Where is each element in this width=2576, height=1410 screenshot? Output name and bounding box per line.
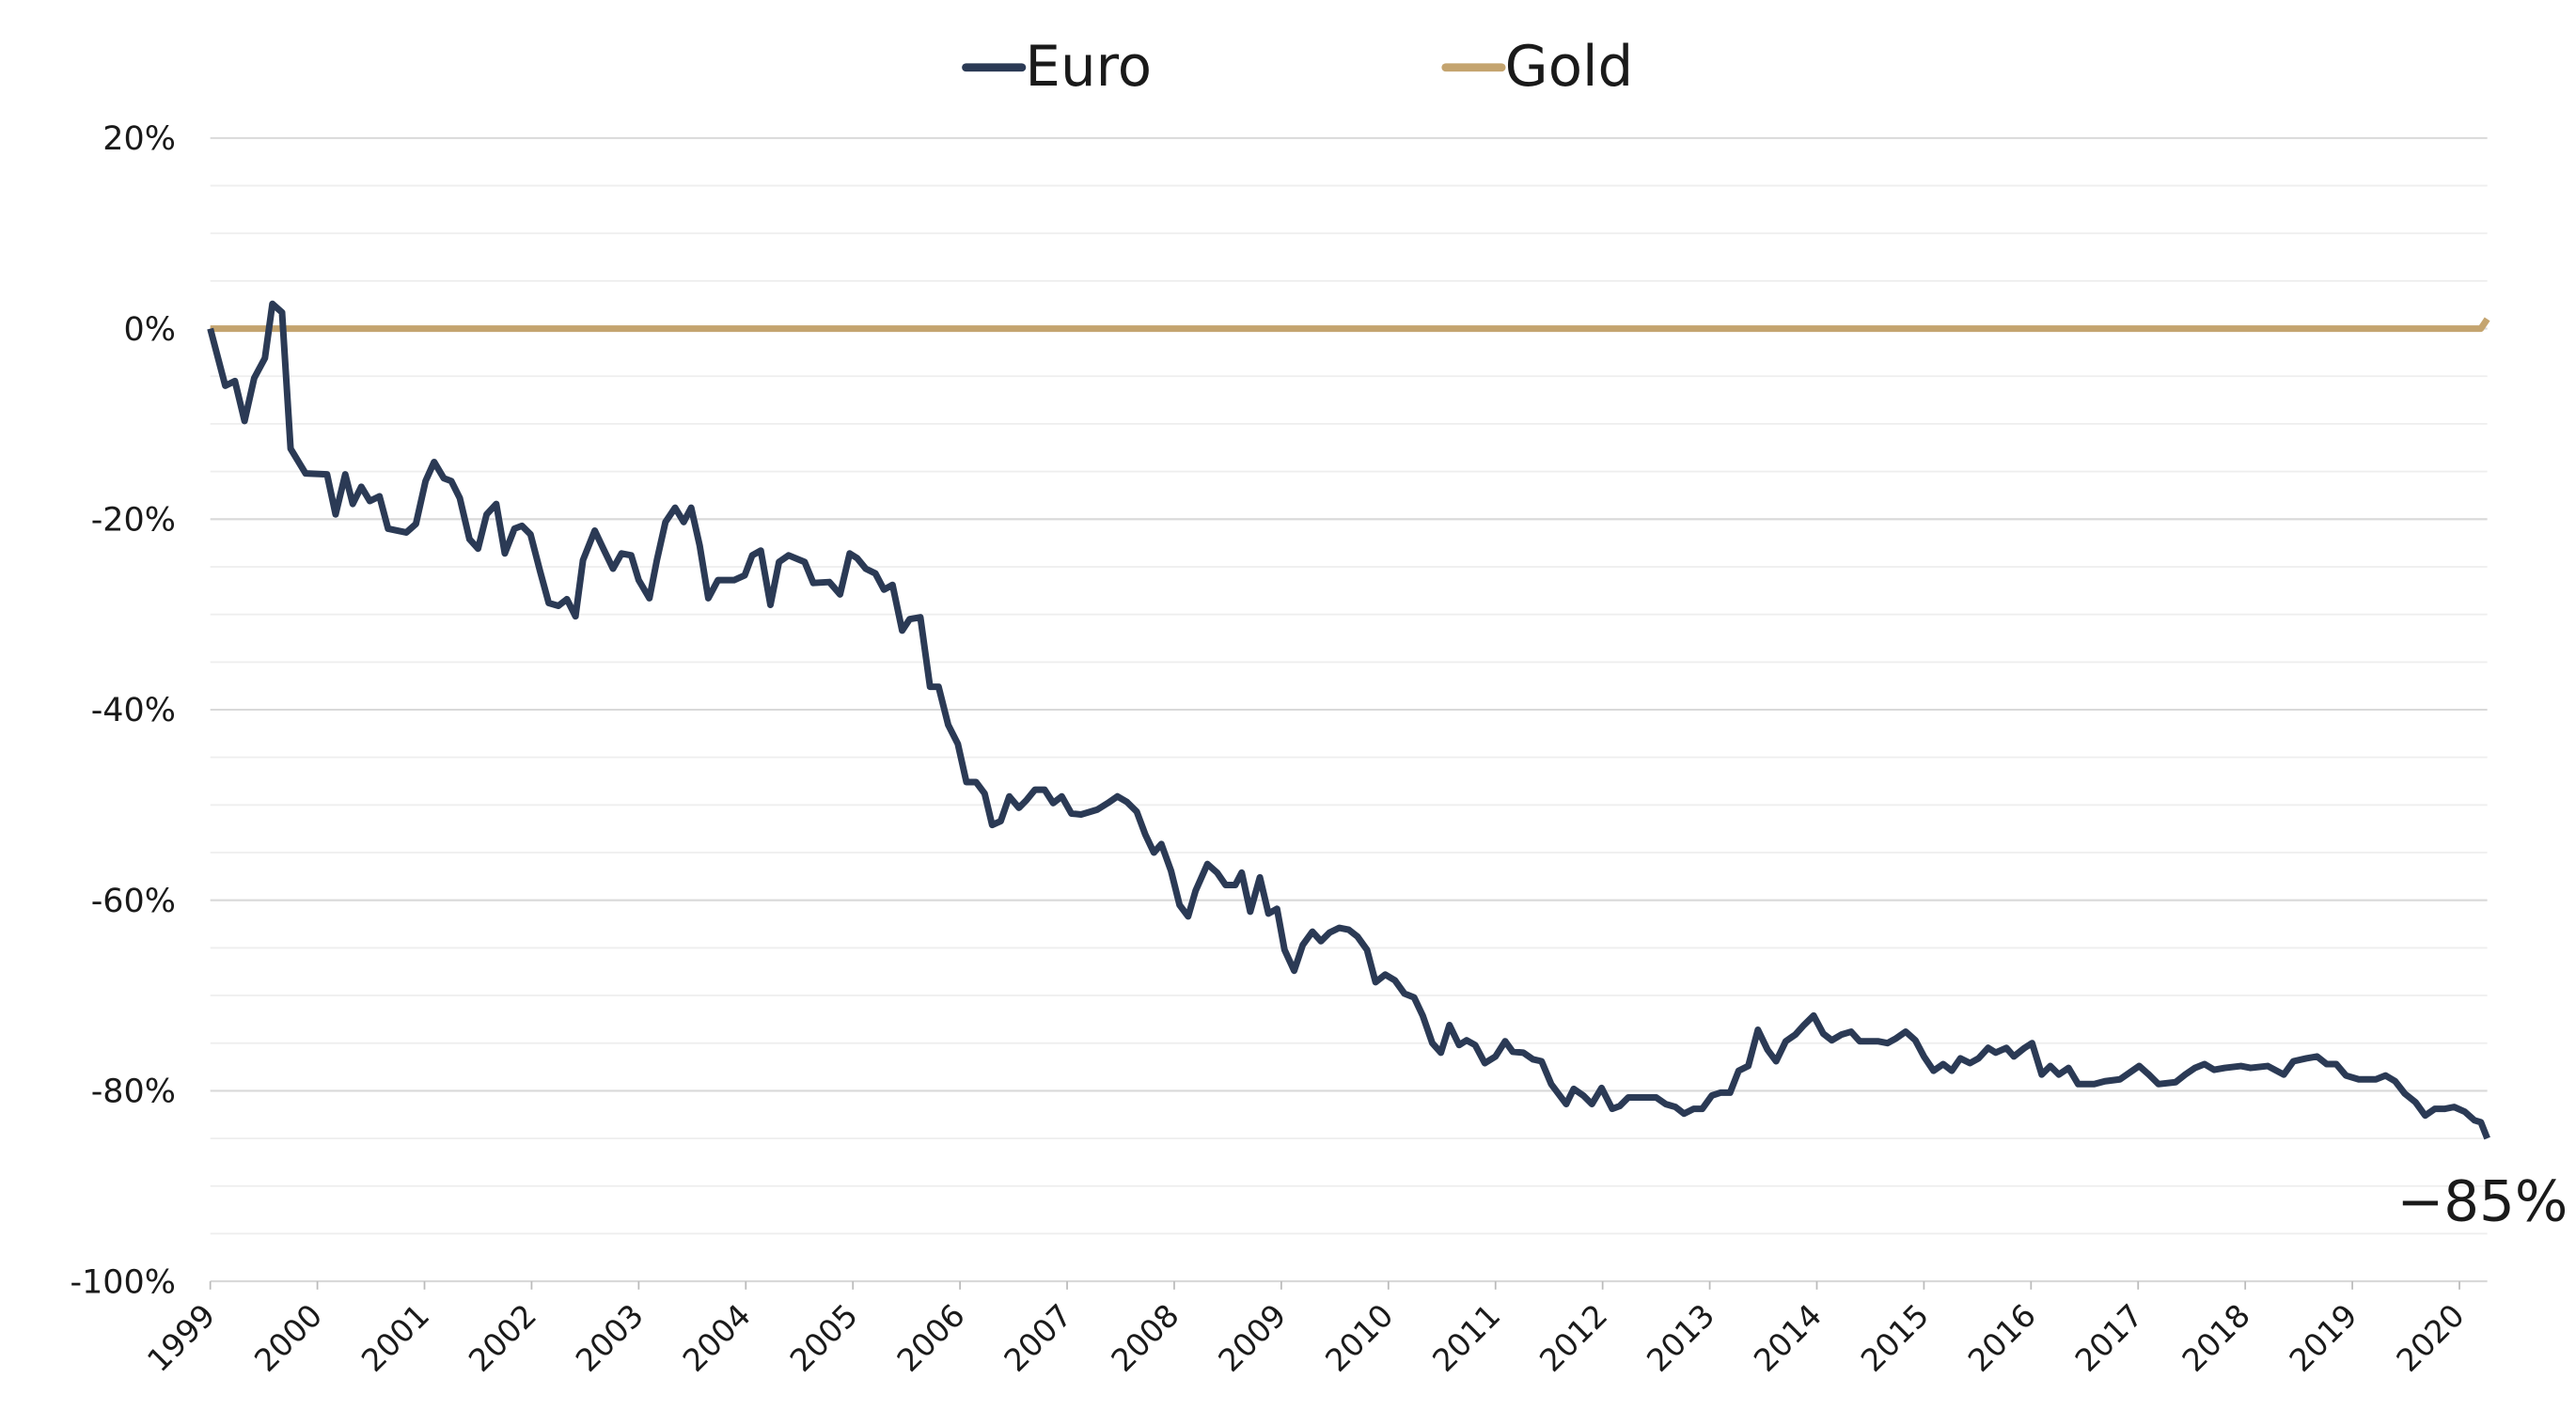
end-annotation: −85% [2396,1169,2568,1234]
x-tick-label: 2004 [676,1297,758,1379]
x-tick-label: 2005 [783,1297,865,1379]
x-tick-label: 2002 [462,1297,543,1379]
x-tick-label: 2008 [1104,1297,1186,1379]
x-tick-label: 2011 [1425,1297,1507,1379]
legend-label: Euro [1025,35,1152,100]
x-tick-label: 2012 [1532,1297,1614,1379]
x-tick-label: 2016 [1961,1297,2043,1379]
x-tick-label: 2007 [997,1297,1078,1379]
y-tick-label: -80% [91,1073,176,1111]
y-tick-label: 0% [124,311,176,349]
x-tick-label: 2001 [354,1297,436,1379]
x-tick-label: 2009 [1211,1297,1293,1379]
y-tick-label: 20% [102,120,176,158]
y-tick-label: -60% [91,883,176,920]
x-tick-label: 2018 [2175,1297,2257,1379]
y-tick-label: -100% [70,1263,176,1301]
x-tick-label: 2020 [2389,1297,2471,1379]
x-tick-label: 2010 [1318,1297,1400,1379]
x-tick-label: 2019 [2282,1297,2364,1379]
x-tick-label: 2006 [889,1297,971,1379]
data-line [207,300,2490,1140]
y-tick-label: -40% [91,692,176,729]
y-tick-label: -20% [91,502,176,540]
x-tick-label: 2015 [1854,1297,1936,1379]
x-tick-label: 2003 [569,1297,651,1379]
data-line [210,317,2490,333]
x-tick-label: 2000 [247,1297,329,1379]
x-tick-label: 2017 [2068,1297,2150,1379]
legend-label: Gold [1505,35,1634,100]
x-tick-label: 2013 [1640,1297,1721,1379]
x-tick-label: 1999 [140,1297,222,1379]
x-tick-label: 2014 [1747,1297,1829,1379]
